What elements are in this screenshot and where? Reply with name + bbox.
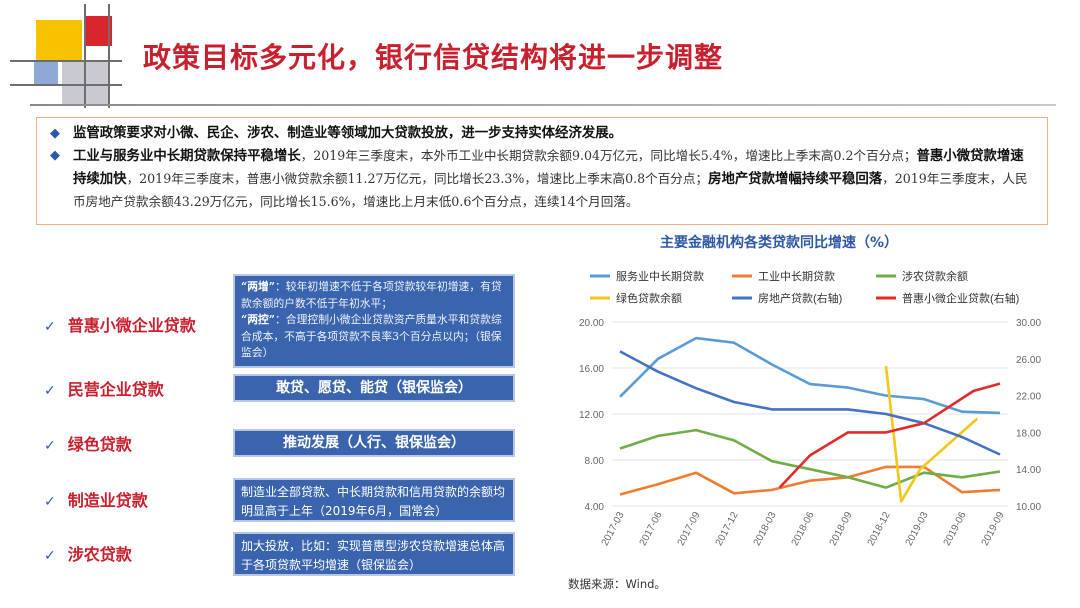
policy-text: 推动发展（人行、银保监会）: [283, 435, 465, 451]
check-icon: ✓: [44, 383, 56, 399]
y-right-tick-label: 10.00: [1016, 502, 1041, 513]
check-icon: ✓: [44, 494, 56, 510]
category-label: 绿色贷款: [67, 435, 132, 454]
decor-square-blue: [34, 62, 58, 84]
series-line: [778, 382, 1001, 489]
y-right-tick-label: 26.00: [1016, 355, 1041, 366]
legend-label: 涉农贷款余额: [902, 269, 968, 283]
check-icon: ✓: [44, 438, 56, 454]
summary-box: ◆ 监管政策要求对小微、民企、涉农、制造业等领域加大贷款投放，进一步支持实体经济…: [36, 117, 1048, 225]
bullet-item: ◆ 工业与服务业中长期贷款保持平稳增长，2019年三季度末，本外币工业中长期贷款…: [47, 145, 1037, 214]
legend-label: 服务业中长期贷款: [616, 269, 704, 283]
page-title: 政策目标多元化，银行信贷结构将进一步调整: [143, 41, 724, 74]
x-tick-label: 2018-12: [866, 510, 893, 548]
legend-label: 绿色贷款余额: [616, 291, 682, 305]
y-right-tick-label: 22.00: [1016, 392, 1041, 403]
x-tick-label: 2019-03: [904, 510, 931, 548]
x-tick-label: 2017-03: [600, 510, 627, 548]
x-tick-label: 2017-09: [676, 510, 703, 548]
policy-box: 制造业全部贷款、中长期贷款和信用贷款的余额均明显高于上年（2019年6月，国常会…: [233, 478, 515, 522]
series-line: [619, 336, 1001, 415]
category-item: ✓ 民营企业贷款: [44, 376, 164, 400]
category-label: 涉农贷款: [67, 545, 132, 564]
bullet-item: ◆ 监管政策要求对小微、民企、涉农、制造业等领域加大贷款投放，进一步支持实体经济…: [47, 123, 1037, 145]
x-tick-label: 2018-06: [790, 510, 817, 548]
bullet-bold: 普惠小微贷款增速持续加快: [73, 149, 1024, 187]
policy-text: 制造业全部贷款、中长期贷款和信用贷款的余额均明显高于上年（2019年6月，国常会…: [241, 485, 506, 518]
bullet-text: ，2019年三季度末，本外币工业中长期贷款余额9.04万亿元，同比增长5.4%，…: [300, 148, 917, 163]
decor-line: [10, 60, 122, 62]
category-item: ✓ 涉农贷款: [44, 541, 132, 565]
diamond-bullet-icon: ◆: [50, 148, 60, 163]
category-item: ✓ 普惠小微企业贷款: [44, 312, 196, 336]
series-line: [884, 366, 979, 503]
category-label: 制造业贷款: [67, 491, 148, 510]
decor-square-red: [86, 16, 112, 46]
policy-box: 推动发展（人行、银保监会）: [233, 429, 515, 457]
series-line: [619, 350, 1001, 456]
title-divider: [30, 104, 1056, 106]
x-tick-label: 2018-09: [828, 510, 855, 548]
decor-line: [10, 84, 122, 86]
y-right-tick-label: 18.00: [1016, 428, 1041, 439]
x-tick-label: 2019-06: [942, 510, 969, 548]
policy-text: “两增”：较年初增速不低于各项贷款较年初增速，有贷款余额的户数不低于年初水平； “…: [241, 280, 502, 359]
policy-text: 敢贷、愿贷、能贷（银保监会）: [276, 380, 472, 396]
y-left-tick-label: 8.00: [585, 456, 605, 467]
bullet-bold: 工业与服务业中长期贷款保持平稳增长: [73, 149, 301, 164]
decor-line: [108, 4, 110, 108]
check-icon: ✓: [44, 319, 56, 335]
check-icon: ✓: [44, 548, 56, 564]
decor-line: [84, 4, 86, 108]
y-left-tick-label: 20.00: [579, 318, 604, 329]
x-tick-label: 2018-03: [752, 510, 779, 548]
bullet-text: ，2019年三季度末，人民币房地产贷款余额43.29万亿元，同比增长15.6%，…: [73, 171, 1028, 209]
y-left-tick-label: 16.00: [579, 364, 604, 375]
bullet-text: ，2019年三季度末，普惠小微贷款余额11.27万亿元，同比增长23.3%，增速…: [126, 171, 709, 186]
x-tick-label: 2017-12: [714, 510, 741, 548]
series-line: [619, 465, 1001, 496]
y-right-tick-label: 30.00: [1016, 318, 1041, 329]
category-label: 普惠小微企业贷款: [67, 316, 196, 335]
loan-growth-chart: 20.00 16.00 12.00 8.00 4.00 30.00 26.00 22.00 18…: [579, 269, 1041, 548]
x-tick-label: 2017-06: [638, 510, 665, 548]
legend-label: 房地产贷款(右轴): [758, 291, 842, 305]
category-item: ✓ 制造业贷款: [44, 487, 148, 511]
y-left-tick-label: 12.00: [579, 410, 604, 421]
category-item: ✓ 绿色贷款: [44, 431, 132, 455]
category-label: 民营企业贷款: [67, 380, 164, 399]
policy-box: 加大投放，比如：实现普惠型涉农贷款增速总体高于各项贷款平均增速（银保监会）: [233, 532, 515, 576]
policy-text: 加大投放，比如：实现普惠型涉农贷款增速总体高于各项贷款平均增速（银保监会）: [241, 539, 506, 572]
bullet-text: 监管政策要求对小微、民企、涉农、制造业等领域加大贷款投放，进一步支持实体经济发展…: [73, 126, 623, 141]
chart-title: 主要金融机构各类贷款同比增速（%）: [660, 235, 899, 251]
decor-square-yellow: [36, 20, 82, 62]
y-left-tick-label: 4.00: [585, 502, 605, 513]
policy-box: “两增”：较年初增速不低于各项贷款较年初增速，有贷款余额的户数不低于年初水平； “…: [233, 274, 515, 368]
legend-label: 普惠小微企业贷款(右轴): [902, 291, 1019, 305]
diamond-bullet-icon: ◆: [50, 126, 60, 141]
policy-box: 敢贷、愿贷、能贷（银保监会）: [233, 374, 515, 402]
data-source-note: 数据来源：Wind。: [568, 577, 666, 591]
x-tick-label: 2019-09: [980, 510, 1007, 548]
bullet-bold: 房地产贷款增幅持续平稳回落: [708, 172, 883, 187]
y-right-tick-label: 14.00: [1016, 465, 1041, 476]
legend-label: 工业中长期贷款: [758, 269, 835, 283]
series-line: [619, 428, 1001, 489]
